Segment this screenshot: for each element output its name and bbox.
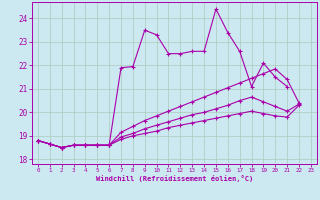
X-axis label: Windchill (Refroidissement éolien,°C): Windchill (Refroidissement éolien,°C) <box>96 175 253 182</box>
